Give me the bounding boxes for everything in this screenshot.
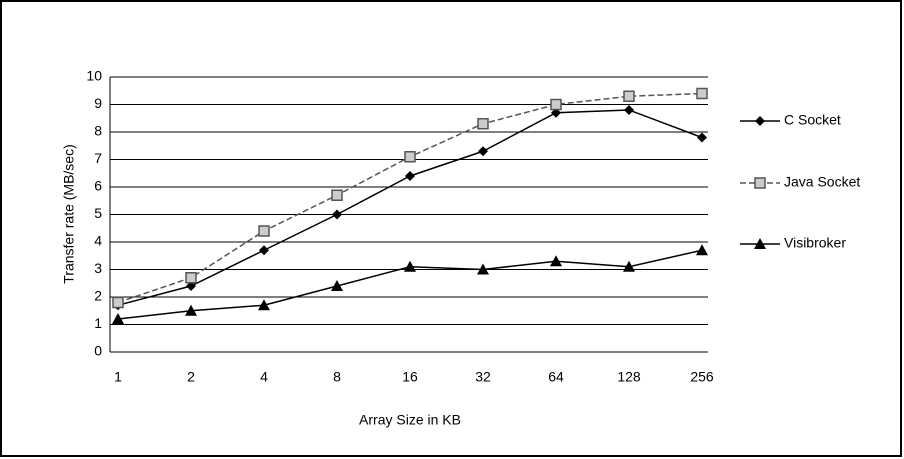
point: [259, 226, 269, 236]
y-axis-title: Transfer rate (MB/sec): [61, 144, 77, 284]
y-tick-label: 3: [94, 260, 102, 276]
point: [405, 152, 415, 162]
y-tick-label: 4: [94, 233, 102, 249]
legend-label: C Socket: [784, 112, 841, 128]
point: [478, 119, 488, 129]
x-tick-label: 256: [690, 369, 714, 385]
legend-label: Visibroker: [784, 235, 846, 251]
point: [755, 178, 765, 188]
y-tick-label: 5: [94, 205, 102, 221]
y-tick-label: 6: [94, 178, 102, 194]
point: [624, 91, 634, 101]
y-tick-label: 10: [86, 68, 102, 84]
x-tick-label: 4: [260, 369, 268, 385]
legend-marker: [755, 178, 765, 188]
y-tick-label: 0: [94, 343, 102, 359]
x-tick-label: 64: [548, 369, 564, 385]
x-axis-title: Array Size in KB: [359, 412, 461, 428]
y-tick-label: 9: [94, 95, 102, 111]
point: [186, 273, 196, 283]
y-tick-label: 1: [94, 315, 102, 331]
y-tick-label: 7: [94, 150, 102, 166]
x-tick-label: 8: [333, 369, 341, 385]
point: [697, 89, 707, 99]
chart: Array Size in KB Transfer rate (MB/sec) …: [0, 0, 904, 459]
point: [551, 100, 561, 110]
point: [332, 190, 342, 200]
chart-frame: [1, 1, 901, 456]
y-tick-label: 2: [94, 288, 102, 304]
point: [113, 298, 123, 308]
y-tick-label: 8: [94, 123, 102, 139]
x-tick-label: 1: [114, 369, 122, 385]
legend-label: Java Socket: [784, 174, 860, 190]
x-tick-label: 16: [402, 369, 418, 385]
x-tick-label: 128: [617, 369, 641, 385]
x-tick-label: 32: [475, 369, 491, 385]
x-tick-label: 2: [187, 369, 195, 385]
